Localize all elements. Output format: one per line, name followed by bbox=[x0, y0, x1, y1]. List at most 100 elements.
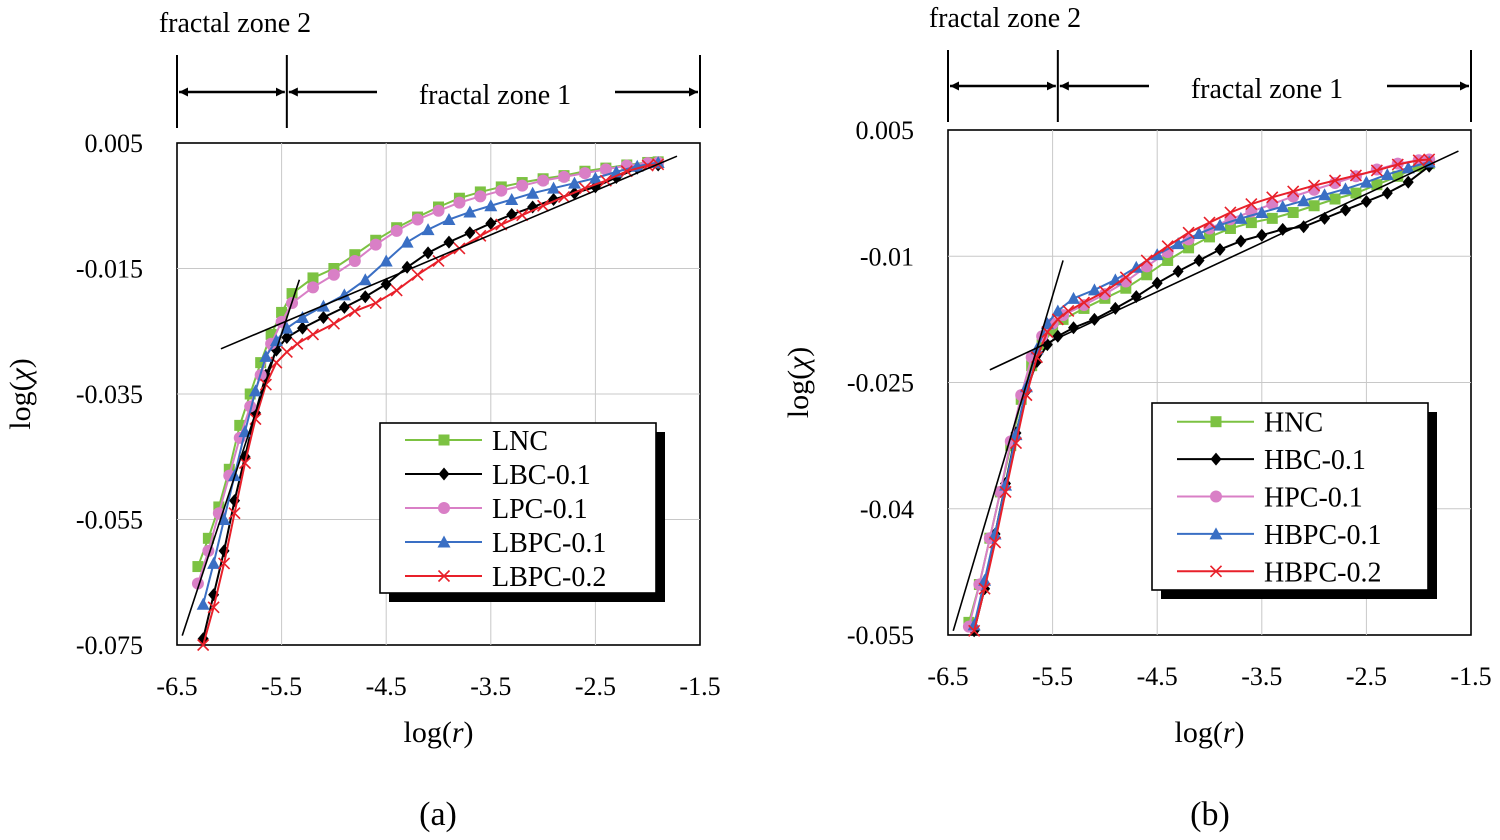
data-point bbox=[588, 171, 602, 184]
y-tick-label: -0.055 bbox=[847, 621, 914, 650]
chart-panel-a: -6.5 -5.5 -4.5 -3.5 -2.5 -1.5 0.005 -0.015 -0.03… bbox=[4, 8, 721, 833]
data-point bbox=[1412, 154, 1425, 167]
data-point bbox=[327, 317, 340, 330]
y-tick-label: -0.035 bbox=[76, 380, 143, 409]
series-line bbox=[973, 158, 1430, 632]
y-tick-label: 0.005 bbox=[856, 116, 915, 145]
x-axis-label-suffix: ) bbox=[464, 716, 474, 749]
data-point bbox=[1129, 260, 1143, 273]
x-axis-label-variable: r bbox=[452, 716, 464, 749]
legend-marker bbox=[437, 535, 451, 548]
data-point bbox=[1266, 212, 1278, 224]
y-axis-label-prefix: log( bbox=[782, 370, 815, 418]
data-point bbox=[1266, 191, 1279, 204]
data-point bbox=[1068, 321, 1080, 335]
data-point bbox=[1308, 179, 1321, 192]
x-axis-label-prefix: log( bbox=[1174, 716, 1222, 749]
data-point bbox=[422, 246, 434, 260]
data-point bbox=[192, 561, 204, 573]
data-point bbox=[484, 199, 498, 212]
data-point bbox=[1047, 324, 1059, 336]
data-point bbox=[1172, 264, 1184, 278]
data-point bbox=[1214, 243, 1226, 257]
legend-label: HNC bbox=[1264, 408, 1323, 439]
data-point bbox=[1245, 217, 1257, 229]
zone1-label: fractal zone 1 bbox=[419, 80, 571, 111]
data-point bbox=[1182, 226, 1195, 239]
data-point bbox=[1140, 254, 1153, 267]
fit-line bbox=[220, 155, 678, 350]
data-point bbox=[1256, 228, 1268, 242]
data-point bbox=[291, 337, 304, 350]
data-point bbox=[1245, 198, 1258, 211]
data-point bbox=[280, 345, 293, 359]
data-point bbox=[1350, 187, 1362, 199]
data-point bbox=[369, 238, 382, 251]
legend-marker bbox=[437, 569, 451, 583]
data-point bbox=[978, 582, 991, 595]
data-point bbox=[1370, 164, 1383, 177]
y-tick-label: 0.005 bbox=[85, 129, 144, 158]
data-point bbox=[1213, 218, 1227, 231]
y-tick-label: -0.055 bbox=[76, 506, 143, 535]
data-point bbox=[1183, 242, 1195, 254]
chart-panel-b: -6.5 -5.5 -4.5 -3.5 -2.5 -1.5 0.005 -0.01 -0.025… bbox=[782, 3, 1492, 833]
data-point bbox=[495, 184, 508, 197]
legend-marker bbox=[438, 502, 450, 514]
y-tick-label: -0.025 bbox=[847, 369, 914, 398]
data-point bbox=[202, 532, 214, 544]
data-point bbox=[286, 288, 298, 300]
data-point bbox=[348, 305, 361, 318]
data-point bbox=[218, 557, 231, 570]
data-point bbox=[1098, 288, 1111, 301]
data-point bbox=[442, 213, 456, 226]
data-point bbox=[234, 419, 246, 431]
data-point bbox=[989, 536, 1002, 549]
data-point bbox=[463, 205, 477, 218]
data-point bbox=[359, 290, 371, 304]
x-tick-label: -2.5 bbox=[1346, 662, 1387, 691]
data-point bbox=[999, 485, 1012, 498]
y-axis-label-variable: χ bbox=[782, 356, 815, 373]
data-point bbox=[327, 268, 340, 281]
data-point bbox=[1349, 169, 1363, 182]
data-point bbox=[474, 229, 487, 242]
x-axis-label: log(r) bbox=[1174, 716, 1244, 749]
legend-label: HBC-0.1 bbox=[1264, 445, 1366, 476]
data-point bbox=[1171, 237, 1185, 250]
data-point bbox=[1140, 260, 1153, 273]
data-point bbox=[338, 300, 350, 314]
data-point bbox=[547, 181, 561, 194]
series-line bbox=[202, 163, 659, 646]
data-point bbox=[348, 254, 361, 267]
data-point bbox=[485, 216, 497, 230]
data-point bbox=[411, 213, 424, 226]
x-axis-label-suffix: ) bbox=[1235, 716, 1245, 749]
data-point bbox=[988, 527, 1002, 540]
data-point bbox=[537, 174, 550, 187]
legend-marker bbox=[438, 434, 450, 446]
data-point bbox=[238, 456, 252, 470]
data-point bbox=[281, 331, 293, 345]
x-tick-label: -5.5 bbox=[261, 672, 302, 701]
data-point bbox=[1162, 254, 1174, 266]
x-axis-label-variable: r bbox=[1223, 716, 1235, 749]
series-LBPC-0.2 bbox=[197, 158, 665, 652]
data-point bbox=[1009, 428, 1023, 441]
y-axis-label-suffix: ) bbox=[4, 358, 37, 368]
data-point bbox=[1371, 179, 1383, 191]
data-point bbox=[1192, 227, 1206, 240]
data-point bbox=[1235, 234, 1247, 248]
data-point bbox=[1298, 220, 1310, 234]
data-point bbox=[358, 273, 372, 286]
data-point bbox=[390, 224, 403, 237]
data-point bbox=[1339, 203, 1351, 217]
data-point bbox=[516, 209, 529, 222]
data-point bbox=[296, 310, 310, 323]
legend-label: LBC-0.1 bbox=[492, 460, 591, 491]
data-point bbox=[1255, 205, 1269, 218]
data-point bbox=[1276, 200, 1290, 213]
legend-label: HPC-0.1 bbox=[1264, 483, 1363, 514]
data-point bbox=[1203, 216, 1216, 229]
legend-marker bbox=[1210, 490, 1222, 503]
